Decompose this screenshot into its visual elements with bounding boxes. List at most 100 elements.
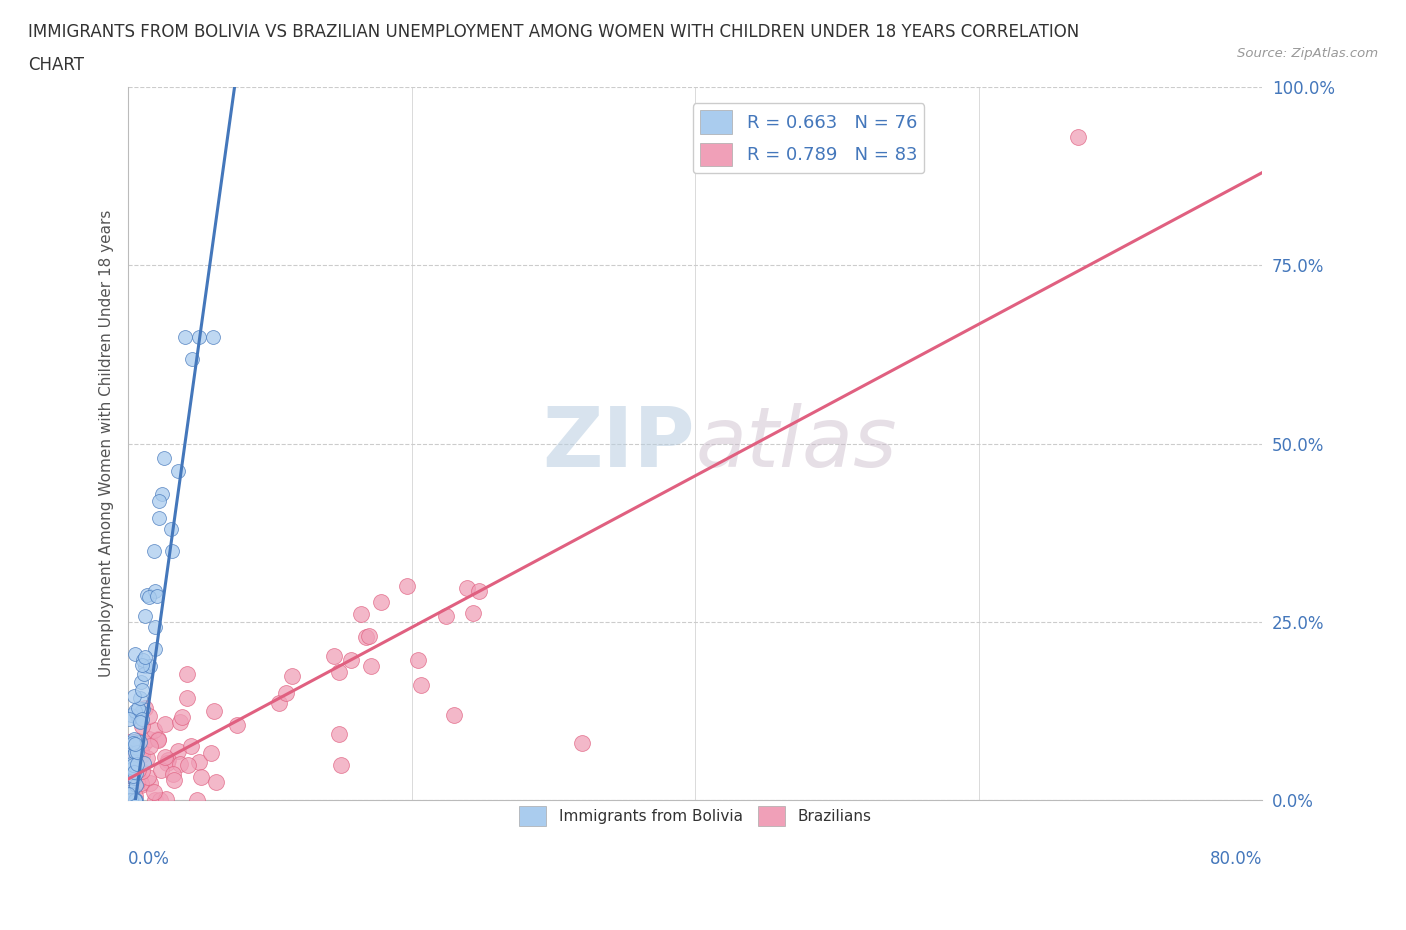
Point bbox=[121, 735, 143, 750]
Point bbox=[143, 723, 166, 737]
Point bbox=[128, 772, 150, 787]
Point bbox=[1067, 129, 1090, 144]
Point bbox=[160, 543, 183, 558]
Point bbox=[188, 754, 211, 769]
Point bbox=[148, 511, 170, 525]
Point bbox=[146, 733, 169, 748]
Point bbox=[170, 710, 193, 724]
Point bbox=[131, 711, 153, 726]
Point bbox=[281, 669, 304, 684]
Point bbox=[267, 696, 290, 711]
Point bbox=[134, 650, 156, 665]
Point bbox=[145, 583, 167, 598]
Point bbox=[118, 793, 141, 808]
Point bbox=[120, 756, 142, 771]
Point bbox=[169, 756, 191, 771]
Point bbox=[370, 595, 392, 610]
Point bbox=[124, 731, 146, 746]
Point bbox=[118, 735, 141, 750]
Point bbox=[127, 700, 149, 715]
Point bbox=[131, 652, 153, 667]
Point bbox=[125, 741, 148, 756]
Point bbox=[155, 717, 177, 732]
Point bbox=[138, 658, 160, 673]
Point bbox=[128, 713, 150, 728]
Point bbox=[155, 791, 177, 806]
Point bbox=[122, 764, 145, 778]
Point bbox=[129, 735, 152, 750]
Point bbox=[142, 784, 165, 799]
Text: ZIP: ZIP bbox=[543, 404, 695, 485]
Point bbox=[200, 746, 222, 761]
Point bbox=[127, 763, 149, 777]
Point bbox=[142, 543, 165, 558]
Point bbox=[131, 748, 153, 763]
Point bbox=[138, 732, 160, 747]
Point bbox=[125, 740, 148, 755]
Point bbox=[132, 701, 155, 716]
Point bbox=[118, 711, 141, 726]
Point bbox=[456, 580, 478, 595]
Point bbox=[226, 717, 249, 732]
Point bbox=[159, 522, 181, 537]
Point bbox=[156, 755, 179, 770]
Point bbox=[120, 786, 142, 801]
Point bbox=[138, 589, 160, 604]
Point bbox=[149, 793, 172, 808]
Point bbox=[129, 675, 152, 690]
Point bbox=[138, 709, 160, 724]
Point bbox=[163, 773, 186, 788]
Point bbox=[188, 329, 211, 344]
Point bbox=[135, 751, 157, 765]
Point bbox=[118, 750, 141, 764]
Point bbox=[125, 793, 148, 808]
Point bbox=[204, 775, 226, 790]
Point bbox=[571, 736, 593, 751]
Point bbox=[120, 707, 142, 722]
Legend: Immigrants from Bolivia, Brazilians: Immigrants from Bolivia, Brazilians bbox=[513, 800, 877, 832]
Point bbox=[132, 736, 155, 751]
Point bbox=[136, 769, 159, 784]
Point bbox=[443, 708, 465, 723]
Point bbox=[340, 653, 363, 668]
Point bbox=[129, 776, 152, 790]
Point bbox=[121, 783, 143, 798]
Point bbox=[177, 757, 200, 772]
Point bbox=[124, 793, 146, 808]
Point bbox=[122, 758, 145, 773]
Point bbox=[131, 719, 153, 734]
Point bbox=[143, 620, 166, 635]
Point bbox=[167, 743, 190, 758]
Point bbox=[323, 648, 346, 663]
Point bbox=[131, 764, 153, 778]
Point bbox=[134, 608, 156, 623]
Point bbox=[131, 658, 153, 672]
Point bbox=[124, 737, 146, 751]
Point bbox=[124, 764, 146, 779]
Point bbox=[122, 780, 145, 795]
Point bbox=[122, 758, 145, 773]
Point bbox=[129, 705, 152, 720]
Point bbox=[202, 329, 225, 344]
Point bbox=[124, 688, 146, 703]
Point bbox=[121, 734, 143, 749]
Point bbox=[124, 751, 146, 766]
Point bbox=[139, 738, 162, 753]
Point bbox=[132, 667, 155, 682]
Text: 0.0%: 0.0% bbox=[128, 850, 170, 869]
Point bbox=[181, 352, 204, 366]
Point bbox=[118, 736, 141, 751]
Point bbox=[125, 777, 148, 792]
Point bbox=[117, 786, 139, 801]
Text: atlas: atlas bbox=[695, 404, 897, 485]
Point bbox=[152, 450, 174, 465]
Point bbox=[120, 793, 142, 808]
Point bbox=[176, 667, 198, 682]
Point bbox=[162, 766, 184, 781]
Point bbox=[395, 578, 418, 593]
Point bbox=[360, 658, 382, 673]
Point bbox=[146, 731, 169, 746]
Point bbox=[434, 608, 457, 623]
Point bbox=[120, 777, 142, 791]
Point bbox=[125, 761, 148, 776]
